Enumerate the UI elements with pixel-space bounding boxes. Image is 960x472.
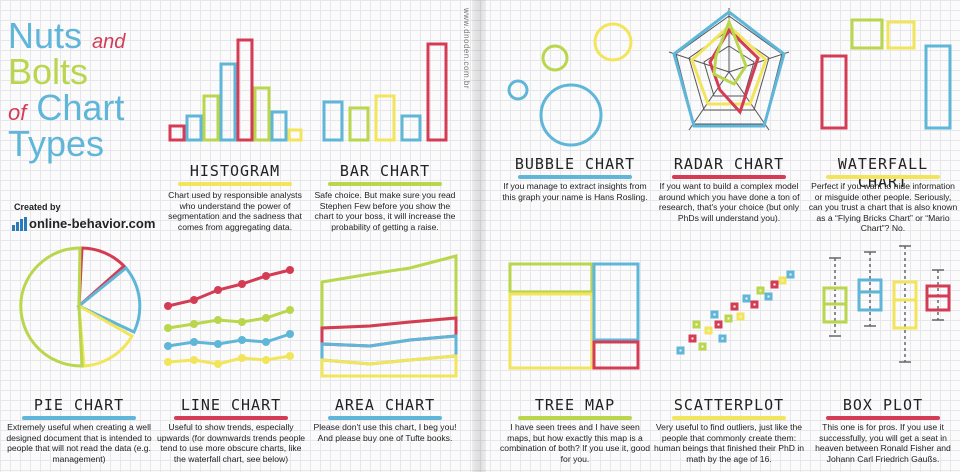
area-chart-description: Please don't use this chart, I beg you! …: [313, 422, 457, 443]
line-chart-title: LINE CHART: [180, 396, 282, 414]
title-word-types: Types: [8, 123, 105, 164]
box-plot-panel: BOX PLOT This one is for pros. If you us…: [808, 236, 958, 472]
bubble-chart-title: BUBBLE CHART: [514, 155, 636, 173]
radar-chart-illustration: [668, 8, 790, 131]
scatterplot-description: Very useful to find outliers, just like …: [654, 422, 805, 464]
box-plot-underline: [826, 416, 940, 420]
radar-chart-title: RADAR CHART: [673, 155, 785, 173]
pie-chart-illustration: [19, 246, 142, 368]
bar-chart-panel: BAR CHART Safe choice. But make sure you…: [310, 0, 460, 236]
scatterplot-illustration: [676, 270, 795, 355]
waterfall-chart-underline: [826, 175, 940, 179]
pie-chart-underline: [22, 416, 136, 420]
main-title: Nuts and Bolts of Chart Types: [8, 18, 158, 162]
scatterplot-panel: SCATTERPLOT Very useful to find outliers…: [654, 236, 804, 472]
title-word-chart: Chart: [36, 87, 125, 128]
histogram-illustration: [168, 38, 303, 142]
title-word-nuts: Nuts: [8, 15, 83, 56]
histogram-panel: HISTOGRAM Chart used by responsible anal…: [160, 0, 310, 236]
pie-chart-panel: PIE CHART Extremely useful when creating…: [4, 236, 154, 472]
radar-chart-underline: [672, 175, 786, 179]
pie-chart-title: PIE CHART: [33, 396, 125, 414]
tree-map-description: I have seen trees and I have seen maps, …: [500, 422, 651, 464]
bubble-chart-description: If you manage to extract insights from t…: [502, 181, 648, 202]
title-word-and: and: [92, 31, 126, 53]
logo-text: online-behavior.com: [29, 216, 156, 231]
credit-text: www.dnoden.com.br: [462, 8, 471, 89]
bubble-chart-illustration: [507, 22, 633, 147]
title-word-bolts: Bolts: [8, 51, 89, 92]
area-chart-underline: [328, 416, 442, 420]
scatterplot-underline: [672, 416, 786, 420]
bar-chart-underline: [328, 182, 442, 186]
histogram-underline: [178, 182, 292, 186]
tree-map-title: TREE MAP: [534, 396, 616, 414]
box-plot-title: BOX PLOT: [842, 396, 924, 414]
line-chart-underline: [174, 416, 288, 420]
line-chart-illustration: [164, 266, 294, 368]
tree-map-panel: TREE MAP I have seen trees and I have se…: [500, 236, 650, 472]
histogram-title: HISTOGRAM: [189, 162, 281, 180]
area-chart-title: AREA CHART: [334, 396, 436, 414]
tree-map-underline: [518, 416, 632, 420]
scatterplot-title: SCATTERPLOT: [673, 396, 785, 414]
waterfall-chart-illustration: [820, 18, 952, 130]
bubble-chart-underline: [518, 175, 632, 179]
radar-chart-description: If you want to build a complex model aro…: [658, 181, 800, 223]
waterfall-chart-description: Perfect if you want to hide information …: [808, 181, 958, 233]
line-chart-panel: LINE CHART Useful to show trends, especi…: [156, 236, 306, 472]
radar-chart-panel: RADAR CHART If you want to build a compl…: [654, 0, 804, 236]
pie-chart-description: Extremely useful when creating a well de…: [6, 422, 152, 464]
book-gutter: [472, 0, 486, 472]
box-plot-illustration: [822, 245, 951, 363]
area-chart-panel: AREA CHART Please don't use this chart, …: [310, 236, 460, 472]
area-chart-illustration: [320, 254, 458, 378]
bar-chart-description: Safe choice. But make sure you read Step…: [314, 190, 456, 232]
box-plot-description: This one is for pros. If you use it succ…: [815, 422, 951, 464]
line-chart-description: Useful to show trends, especially upward…: [156, 422, 306, 464]
bar-chart-title: BAR CHART: [339, 162, 431, 180]
created-by-label: Created by: [14, 202, 61, 212]
tree-map-illustration: [508, 262, 640, 370]
histogram-description: Chart used by responsible analysts who u…: [168, 190, 302, 232]
logo-bars-icon: [12, 217, 27, 231]
title-word-of: of: [8, 100, 27, 125]
online-behavior-logo: online-behavior.com: [12, 216, 155, 231]
bubble-chart-panel: BUBBLE CHART If you manage to extract in…: [500, 0, 650, 236]
waterfall-chart-panel: WATERFALL CHART Perfect if you want to h…: [808, 0, 958, 236]
bar-chart-illustration: [322, 42, 448, 142]
